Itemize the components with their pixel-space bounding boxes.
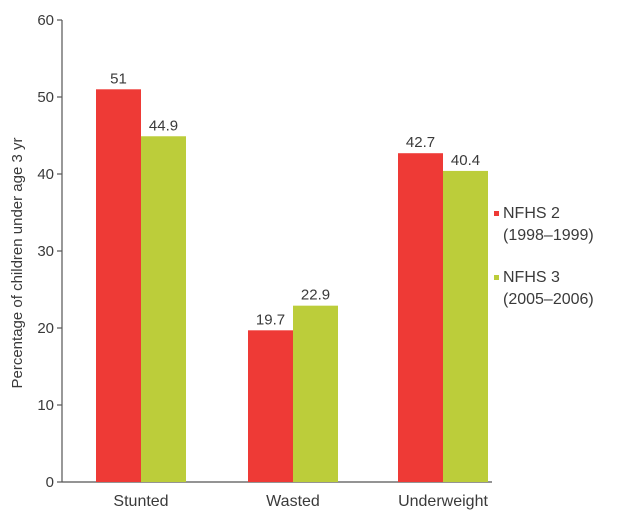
y-tick-label: 60 — [37, 12, 54, 29]
bar — [96, 89, 141, 483]
y-tick-label: 50 — [37, 89, 54, 106]
y-tick-label: 20 — [37, 320, 54, 337]
y-tick-label: 0 — [46, 474, 54, 491]
legend-swatch — [494, 211, 499, 216]
category-labels: Stunted Wasted Underweight — [113, 493, 488, 510]
y-tick-label: 30 — [37, 243, 54, 260]
bar-value-label: 40.4 — [451, 152, 480, 169]
bar — [248, 330, 293, 482]
bar — [398, 153, 443, 482]
y-tick-label: 10 — [37, 397, 54, 414]
y-tick-label: 40 — [37, 166, 54, 183]
bar-value-label: 22.9 — [301, 287, 330, 304]
legend-label: (1998–1999) — [503, 227, 594, 244]
bar-value-label: 19.7 — [256, 311, 285, 328]
bar-value-label: 42.7 — [406, 134, 435, 151]
bar — [443, 170, 488, 483]
legend-label: NFHS 3 — [503, 269, 560, 286]
category-label: Wasted — [266, 493, 320, 510]
category-label: Stunted — [113, 493, 168, 510]
y-axis-title: Percentage of children under age 3 yr — [9, 138, 26, 389]
bar-value-label: 44.9 — [149, 117, 178, 134]
bar-value-label: 51 — [110, 70, 127, 87]
legend-swatch — [494, 275, 499, 280]
bars-group: 51 44.9 19.7 22.9 42.7 40.4 — [96, 70, 488, 483]
y-axis-ticks: 0 10 20 30 40 50 60 — [37, 12, 62, 491]
category-label: Underweight — [398, 493, 488, 510]
legend-label: NFHS 2 — [503, 205, 560, 222]
bar — [141, 136, 186, 482]
legend: NFHS 2 (1998–1999) NFHS 3 (2005–2006) — [494, 205, 594, 308]
bar — [293, 305, 338, 482]
legend-label: (2005–2006) — [503, 291, 594, 308]
